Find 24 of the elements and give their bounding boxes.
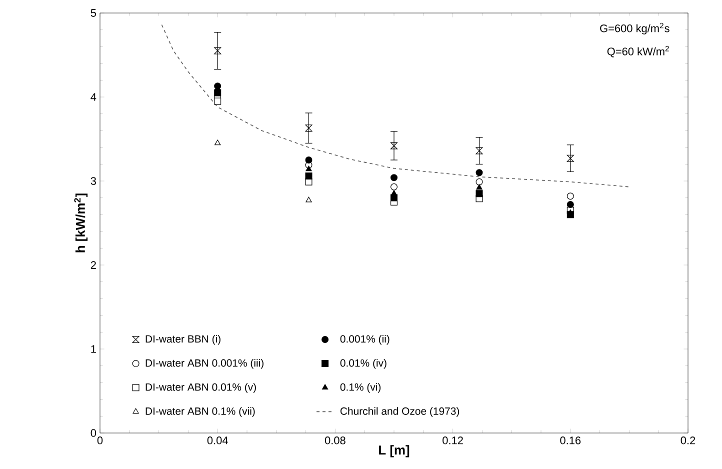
x-tick-label: 0.2: [680, 436, 696, 444]
legend-label: 0.01% (iv): [340, 359, 386, 369]
y-tick-label: 2: [90, 261, 96, 269]
x-tick-label: 0.08: [324, 436, 346, 444]
annotation: Q=60 kW/m$^{2}$: [607, 46, 669, 58]
y-tick-label: 4: [90, 93, 96, 101]
legend-label: 0.1% (vi): [340, 383, 381, 393]
y-tick-label: 0: [90, 429, 96, 437]
legend-label: 0.001% (ii): [340, 334, 390, 345]
legend-label: Churchil and Ozoe (1973): [340, 407, 460, 417]
x-axis-title: L [m]: [379, 445, 410, 458]
legend-label: DI-water ABN 0.01% (v): [146, 383, 256, 393]
y-tick-label: 5: [90, 9, 96, 17]
y-tick-label: 3: [90, 177, 96, 185]
x-tick-label: 0.04: [207, 436, 228, 444]
y-axis-title: h [kW/m$^{2}$]: [74, 194, 88, 252]
legend-label: DI-water BBN (i): [146, 334, 220, 345]
y-tick-label: 1: [91, 345, 96, 353]
x-tick-label: 0.16: [560, 436, 581, 444]
legend-label: DI-water ABN 0.1% (vii): [146, 407, 255, 417]
x-tick-label: 0: [97, 436, 103, 444]
x-tick-label: 0.12: [442, 436, 463, 444]
annotation: G=600 kg/m$^{2}$s: [600, 22, 670, 34]
legend-label: DI-water ABN 0.001% (iii): [146, 359, 264, 369]
